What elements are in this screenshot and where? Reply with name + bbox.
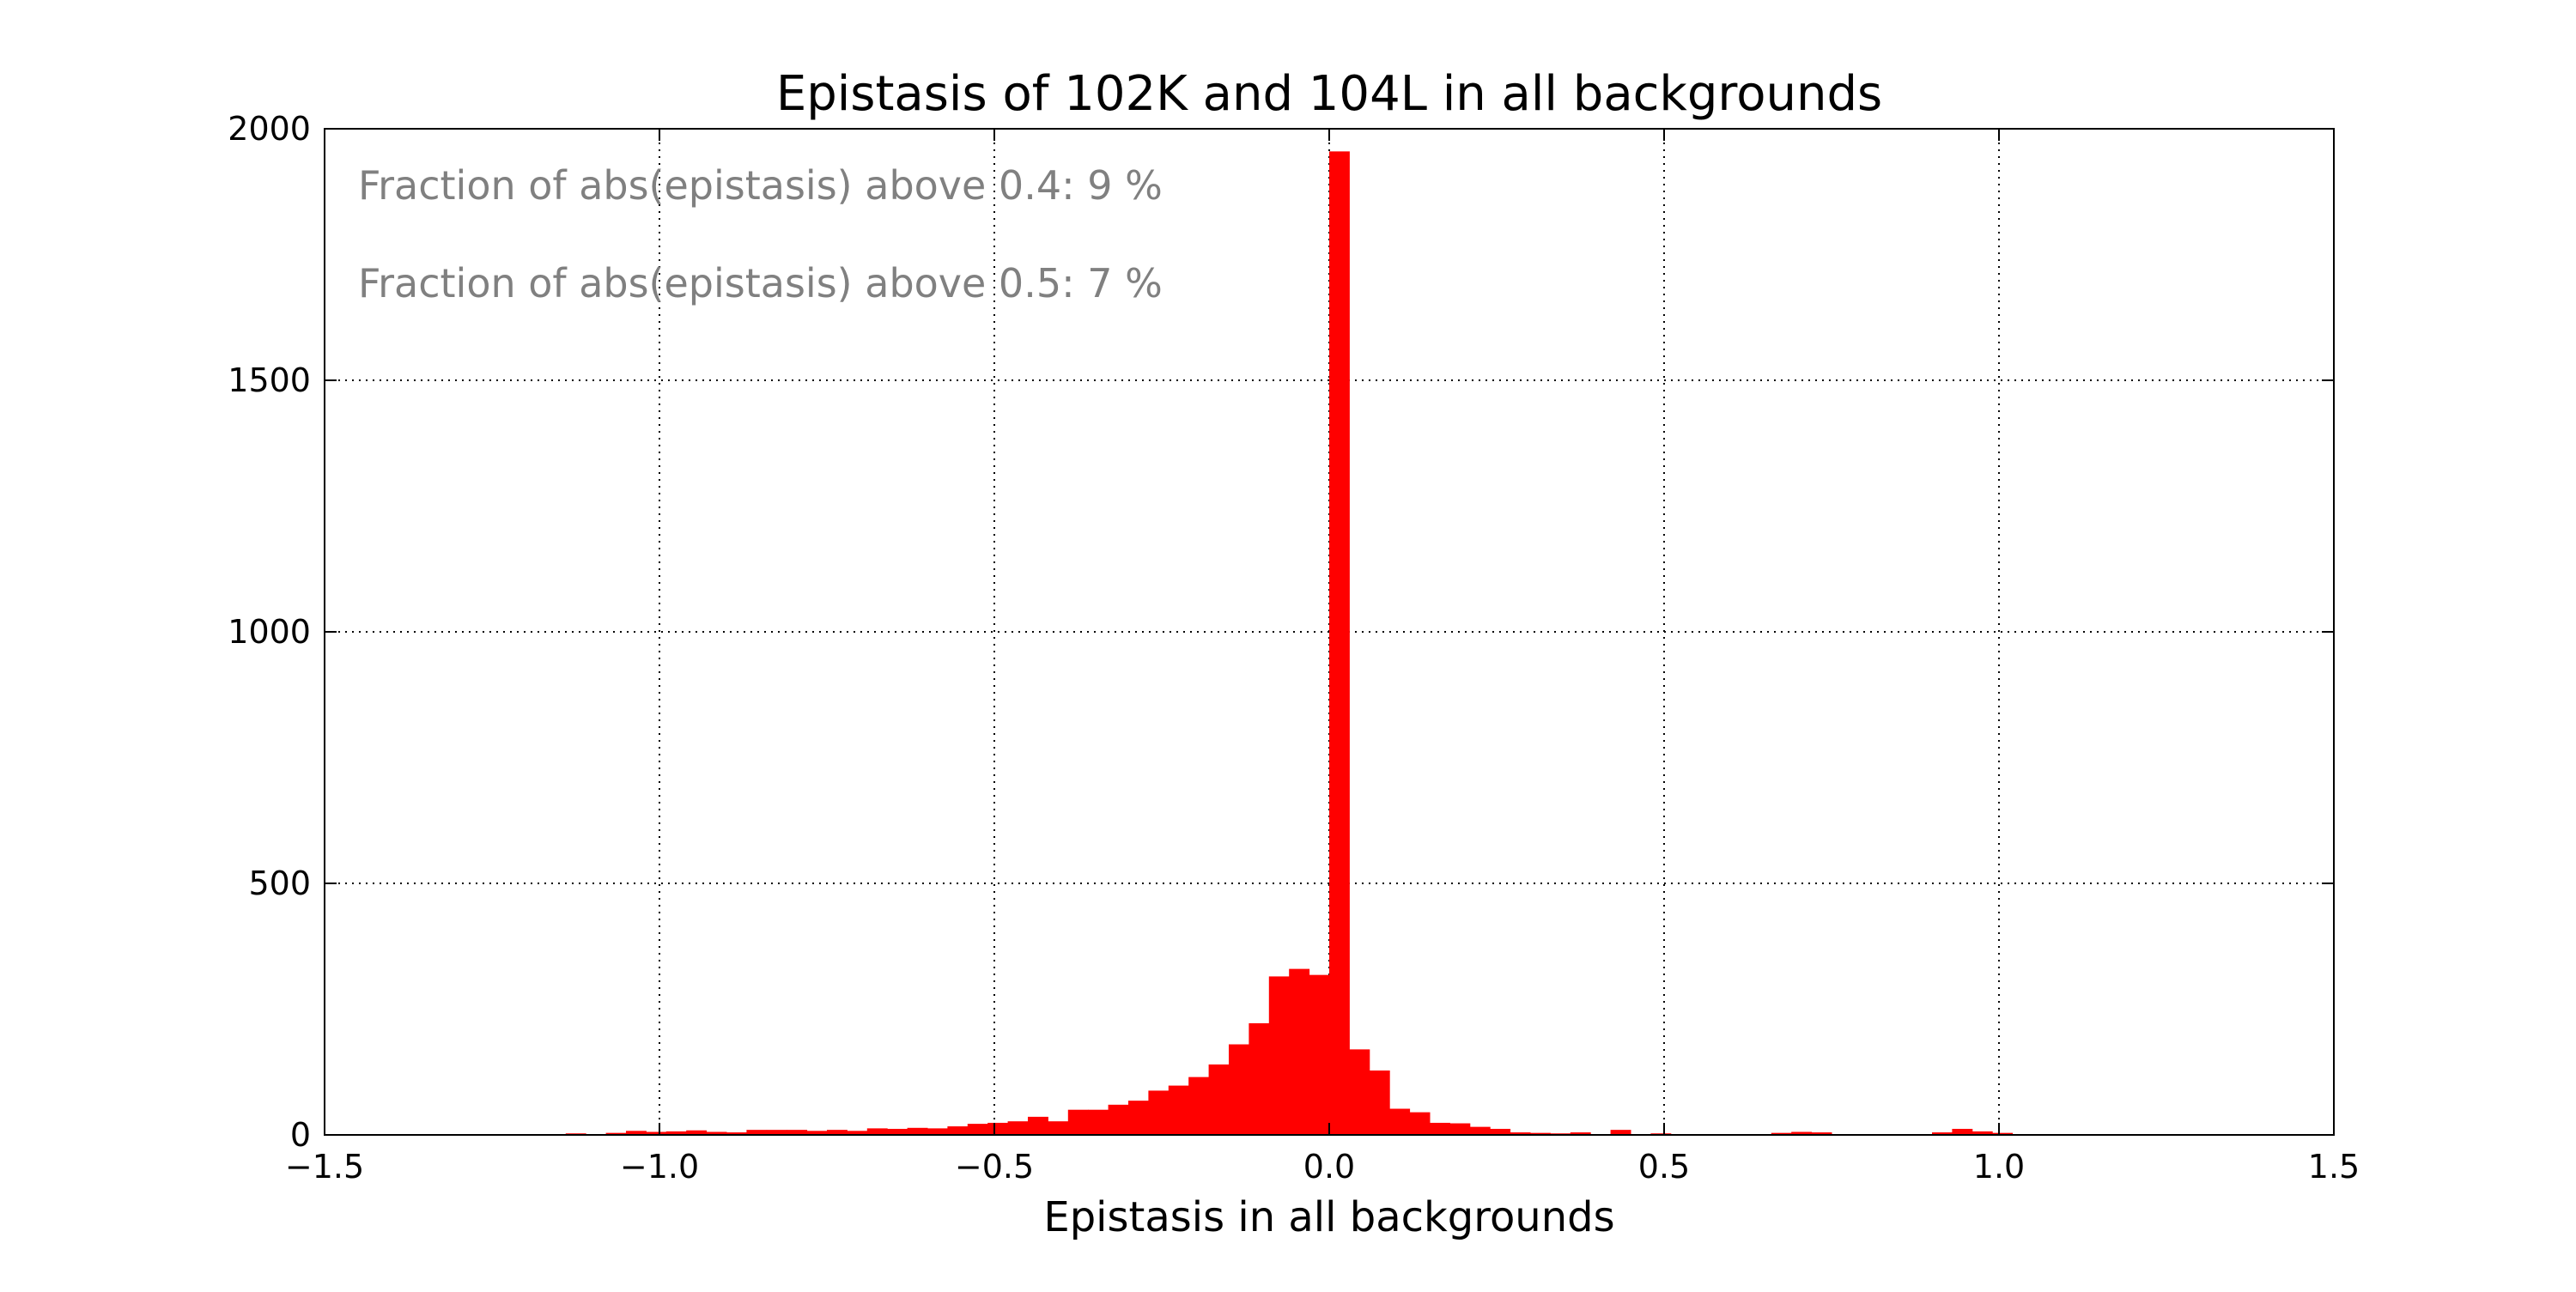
histogram-bar-35: [1289, 968, 1310, 1135]
histogram-bar-31: [1208, 1064, 1230, 1135]
histogram-bar-15: [887, 1128, 908, 1135]
histogram-bar-39: [1369, 1070, 1390, 1135]
axis-ticks: −1.5 −1.0 −0.5 0.0 0.5 1.0 1.5 0 500 1000 1500 2000: [228, 110, 2360, 1186]
histogram-bar-47: [1530, 1132, 1551, 1135]
y-tick-label-1: 500: [248, 864, 311, 902]
histogram-bar-3: [646, 1131, 667, 1135]
histogram-bar-24: [1067, 1109, 1089, 1135]
annotation-fraction-above-0-5: Fraction of abs(epistasis) above 0.5: 7 …: [358, 260, 1163, 306]
histogram-bar-52: [1771, 1132, 1792, 1135]
x-tick-label-2: −0.5: [955, 1148, 1034, 1186]
histogram-bar-40: [1389, 1108, 1411, 1135]
histogram-bar-38: [1349, 1049, 1370, 1135]
histogram-bar-25: [1088, 1109, 1109, 1135]
x-axis-label: Epistasis in all backgrounds: [1043, 1193, 1614, 1241]
histogram-bar-54: [1811, 1132, 1832, 1135]
histogram-bar-33: [1249, 1022, 1270, 1135]
x-tick-label-3: 0.0: [1303, 1148, 1355, 1186]
x-tick-label-1: −1.0: [620, 1148, 699, 1186]
histogram-bar-1: [605, 1132, 627, 1135]
annotation-fraction-above-0-4: Fraction of abs(epistasis) above 0.4: 9 …: [358, 162, 1163, 209]
histogram-bar-36: [1309, 974, 1330, 1135]
histogram-bar-5: [686, 1130, 708, 1135]
chart-title: Epistasis of 102K and 104L in all backgr…: [776, 66, 1882, 122]
histogram-bar-50: [1610, 1130, 1631, 1135]
histogram-bar-11: [806, 1131, 828, 1135]
histogram-bar-46: [1510, 1132, 1531, 1135]
histogram-bars: [565, 151, 2014, 1135]
histogram-bar-14: [866, 1128, 888, 1135]
histogram-bar-58: [1992, 1132, 2014, 1135]
histogram-bar-9: [766, 1130, 787, 1135]
histogram-bar-29: [1168, 1085, 1189, 1135]
y-tick-label-3: 1500: [228, 361, 311, 399]
histogram-bar-23: [1048, 1121, 1069, 1135]
histogram-bar-6: [706, 1131, 727, 1135]
histogram-bar-45: [1490, 1128, 1511, 1135]
histogram-bar-41: [1409, 1112, 1431, 1135]
x-tick-label-5: 1.0: [1973, 1148, 2025, 1186]
histogram-bar-55: [1932, 1132, 1953, 1135]
histogram-bar-21: [1007, 1121, 1029, 1135]
histogram-bar-13: [847, 1131, 868, 1135]
histogram-bar-42: [1430, 1122, 1450, 1135]
histogram-bar-2: [626, 1131, 647, 1135]
histogram-bar-18: [947, 1126, 969, 1135]
histogram-bar-17: [927, 1128, 948, 1135]
histogram-bar-10: [787, 1130, 808, 1135]
histogram-bar-49: [1570, 1132, 1591, 1135]
histogram-bar-19: [967, 1124, 988, 1135]
histogram-bar-16: [907, 1127, 928, 1135]
histogram-bar-7: [726, 1132, 747, 1135]
histogram-bar-53: [1791, 1131, 1813, 1135]
x-tick-label-6: 1.5: [2308, 1148, 2360, 1186]
histogram-bar-56: [1952, 1128, 1973, 1135]
histogram-bar-34: [1268, 976, 1290, 1135]
x-tick-label-0: −1.5: [285, 1148, 364, 1186]
histogram-bar-4: [665, 1131, 687, 1135]
y-tick-label-2: 1000: [228, 613, 311, 651]
y-tick-label-0: 0: [290, 1116, 311, 1154]
histogram-bar-32: [1229, 1044, 1249, 1135]
histogram-bar-44: [1469, 1126, 1491, 1135]
histogram-bar-30: [1188, 1077, 1210, 1135]
histogram-bar-28: [1148, 1090, 1170, 1135]
histogram-bar-37: [1329, 151, 1350, 1135]
x-tick-label-4: 0.5: [1638, 1148, 1690, 1186]
histogram-bar-12: [827, 1130, 848, 1135]
histogram-bar-57: [1971, 1131, 1993, 1135]
histogram-bar-27: [1128, 1101, 1149, 1135]
histogram-bar-22: [1028, 1116, 1048, 1135]
histogram-bar-43: [1449, 1123, 1471, 1135]
histogram-bar-20: [987, 1122, 1009, 1135]
y-tick-label-4: 2000: [228, 110, 311, 148]
histogram-bar-26: [1108, 1104, 1129, 1135]
histogram-bar-8: [746, 1130, 768, 1135]
